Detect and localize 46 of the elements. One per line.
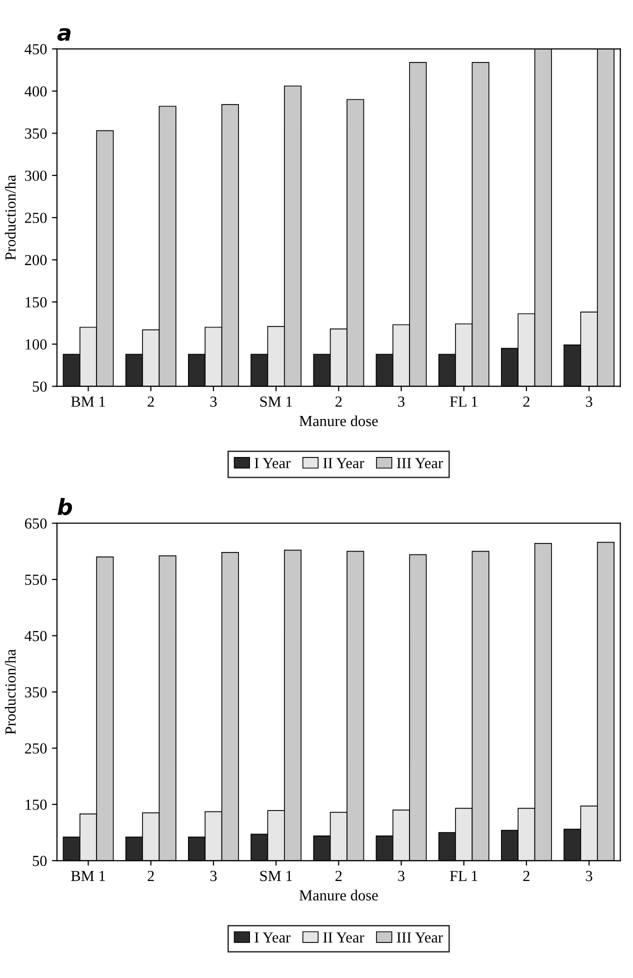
y-tick-label: 450 [24, 44, 47, 54]
legend-label: I Year [254, 932, 290, 943]
x-tick-label: FL 1 [450, 396, 478, 407]
x-tick-label: 3 [586, 396, 592, 407]
legend-label: II Year [323, 932, 364, 943]
y-tick-label: 200 [25, 254, 47, 266]
x-axis-title: Manure dose [299, 415, 378, 426]
x-tick-label: 2 [148, 396, 154, 407]
y-tick-label: 300 [25, 170, 47, 181]
y-tick-label: 350 [25, 128, 47, 139]
y-axis-title: Production/ha [4, 649, 16, 734]
x-tick-label: SM 1 [260, 870, 292, 882]
y-tick-label: 450 [24, 630, 47, 642]
x-tick-label: 2 [523, 870, 530, 881]
y-tick-label: 400 [24, 86, 47, 97]
x-tick-label: FL 1 [450, 870, 478, 881]
y-tick-label: 50 [32, 381, 47, 392]
chart-title: b [58, 498, 72, 516]
legend-label: III Year [396, 458, 443, 468]
x-tick-label: BM 1 [71, 870, 105, 882]
y-tick-label: 650 [24, 518, 47, 529]
legend-label: I Year [254, 458, 290, 468]
y-tick-label: 100 [26, 339, 47, 350]
y-tick-label: 150 [26, 800, 47, 810]
x-tick-label: 3 [586, 870, 592, 882]
x-tick-label: 3 [210, 870, 217, 882]
y-tick-label: 550 [25, 574, 47, 585]
y-tick-label: 250 [25, 743, 47, 754]
x-tick-label: 2 [336, 870, 342, 881]
x-tick-label: 2 [523, 396, 530, 407]
x-tick-label: BM 1 [71, 396, 105, 407]
x-tick-label: 3 [398, 870, 404, 882]
x-tick-label: 2 [148, 870, 154, 881]
x-tick-label: SM 1 [260, 396, 292, 407]
y-tick-label: 50 [32, 856, 47, 866]
y-tick-label: 250 [25, 212, 47, 224]
x-tick-label: 3 [210, 396, 217, 407]
chart-title: a [57, 28, 71, 41]
y-tick-label: 350 [25, 687, 47, 698]
y-tick-label: 150 [26, 297, 47, 308]
x-axis-title: Manure dose [299, 890, 378, 901]
legend-label: II Year [323, 458, 364, 468]
legend-label: III Year [396, 932, 443, 943]
y-axis-title: Production/ha [4, 174, 16, 260]
x-tick-label: 2 [336, 396, 342, 407]
x-tick-label: 3 [398, 396, 404, 407]
